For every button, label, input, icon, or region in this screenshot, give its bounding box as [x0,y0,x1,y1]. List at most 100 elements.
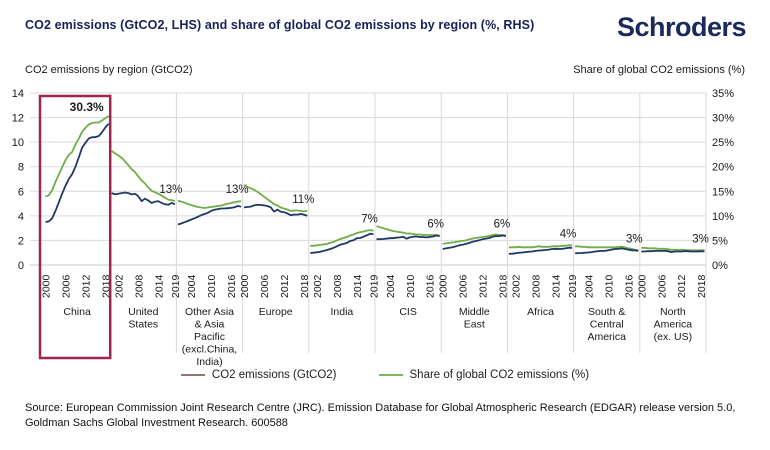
region-name: America [587,331,626,343]
x-tick-label: 2010 [603,274,615,298]
rhs-tick-label: 25% [712,137,734,149]
rhs-tick-label: 0% [712,260,728,272]
region-name: CIS [399,306,417,318]
share-line [243,184,308,213]
lhs-tick-label: 10 [12,137,24,149]
lhs-tick-label: 0 [18,260,24,272]
rhs-tick-label: 10% [712,211,734,223]
share-line [310,229,374,247]
emissions-line [45,123,110,223]
china-highlight-box [38,94,112,360]
region-name: Europe [259,306,293,318]
lhs-tick-label: 12 [12,113,24,125]
region-name: (excl.China, [182,344,237,356]
x-tick-label: 2006 [656,274,668,298]
region-name: East [464,319,485,331]
emissions-line [244,203,308,217]
rhs-tick-label: 15% [712,186,734,198]
x-tick-label: 2014 [153,274,165,298]
x-tick-label: 2012 [80,274,92,298]
x-tick-label: 2002 [511,274,523,298]
emissions-line [508,246,573,255]
x-tick-label: 2016 [623,274,635,298]
region-name: America [654,319,693,331]
lhs-tick-label: 4 [18,211,24,223]
x-tick-label: 2000 [239,274,251,298]
share-end-label: 3% [692,233,709,245]
region-name: & Asia [195,319,225,331]
rhs-axis-title: Share of global CO2 emissions (%) [573,64,745,76]
lhs-tick-label: 14 [12,88,24,100]
share-end-label: 13% [159,184,182,196]
legend-share-label: Share of global CO2 emissions (%) [409,369,590,381]
schroders-logo: Schroders [616,12,747,42]
x-tick-label: 2008 [133,274,145,298]
share-line-swatch [378,374,403,376]
emissions-line [641,249,705,254]
region-name: South & [588,306,625,318]
region-name: Central [590,319,624,331]
x-tick-label: 2006 [458,274,470,298]
x-tick-label: 2010 [405,274,417,298]
source-note: Source: European Commission Joint Resear… [25,401,750,431]
share-line [45,115,110,198]
legend-item-share: Share of global CO2 emissions (%) [378,369,590,381]
x-tick-label: 2008 [332,274,344,298]
x-tick-label: 2006 [60,274,72,298]
lhs-tick-label: 6 [18,186,24,198]
region-name: North [660,306,686,318]
lhs-tick-label: 8 [18,162,24,174]
share-line [575,245,639,252]
x-tick-label: 2018 [696,274,708,298]
emissions-line [575,247,639,255]
share-end-label: 3% [626,233,643,245]
region-name: India) [196,356,222,368]
source-line-2: Goldman Sachs Global Investment Research… [25,417,288,429]
x-tick-label: 2000 [41,274,53,298]
emissions-line [376,234,440,241]
rhs-tick-label: 35% [712,88,734,100]
x-tick-label: 2010 [206,274,218,298]
region-name: Middle [459,306,490,318]
x-tick-label: 2012 [279,274,291,298]
share-end-label: 13% [226,184,249,196]
region-name: India [331,306,354,318]
chart-title: CO2 emissions (GtCO2, LHS) and share of … [25,18,535,32]
x-tick-label: 2019 [567,274,579,298]
lhs-tick-label: 2 [18,235,24,247]
region-name: Africa [527,306,554,318]
rhs-tick-label: 5% [712,235,728,247]
share-line [376,225,440,237]
share-end-label: 11% [292,194,314,206]
legend-item-emissions: CO2 emissions (GtCO2) [180,369,337,381]
region-name: Other Asia [185,306,234,318]
share-line [177,199,242,209]
share-end-label: 7% [361,214,378,226]
share-end-label: 4% [560,228,577,240]
x-tick-label: 2008 [531,274,543,298]
legend-emissions-label: CO2 emissions (GtCO2) [211,369,337,381]
x-tick-label: 2014 [550,274,562,298]
region-name: States [128,319,158,331]
x-tick-label: 2018 [498,274,510,298]
x-tick-label: 2002 [113,274,125,298]
emissions-line [310,232,374,254]
x-tick-label: 2016 [226,274,238,298]
x-tick-label: 2018 [299,274,311,298]
x-tick-label: 2012 [478,274,490,298]
x-tick-label: 2006 [259,274,271,298]
x-tick-label: 2002 [312,274,324,298]
rhs-tick-label: 30% [712,113,734,125]
lhs-axis-title: CO2 emissions by region (GtCO2) [25,64,193,76]
x-tick-label: 2016 [425,274,437,298]
share-line [442,233,507,245]
x-tick-label: 2000 [636,274,648,298]
x-tick-label: 2004 [186,274,198,298]
region-name: China [63,306,91,318]
emissions-line [442,234,507,250]
emissions-line-swatch [180,374,205,376]
emissions-line [111,191,176,206]
emissions-line [177,205,242,226]
share-line [111,150,176,202]
